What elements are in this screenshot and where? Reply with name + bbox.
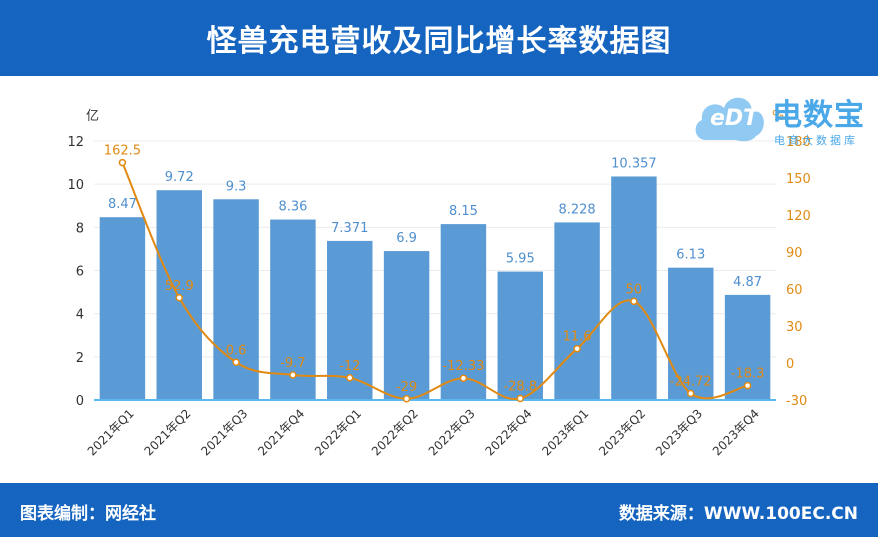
- x-tick-label: 2022年Q2: [369, 406, 421, 458]
- y2-tick-label: 0: [786, 357, 794, 372]
- line-point: [402, 395, 411, 403]
- line-point: [289, 371, 297, 379]
- logo-main-text: 电数宝: [772, 98, 865, 133]
- y-tick-label: 4: [76, 308, 84, 323]
- y-tick-label: 12: [67, 135, 84, 150]
- logo-sub-text: 电商大数据库: [774, 134, 858, 147]
- y-tick-label: 10: [67, 178, 84, 193]
- line-value-label: -12.33: [442, 359, 484, 374]
- line-value-label: -28.8: [503, 380, 537, 395]
- y-tick-label: 8: [76, 221, 84, 236]
- chart-title: 怪兽充电营收及同比增长率数据图: [206, 24, 672, 59]
- line-value-label: -9.7: [280, 356, 305, 371]
- line-value-label: 0.6: [226, 343, 247, 358]
- bar-value-label: 4.87: [733, 275, 762, 290]
- chart-header: 怪兽充电营收及同比增长率数据图: [0, 0, 878, 76]
- y2-tick-label: 180: [786, 135, 811, 150]
- bar: [554, 222, 600, 400]
- line-point: [687, 389, 695, 398]
- y2-tick-label: 60: [786, 283, 803, 298]
- bar-value-label: 8.228: [558, 202, 595, 217]
- x-tick-label: 2021年Q2: [142, 406, 194, 458]
- bar: [270, 219, 316, 400]
- bar: [668, 267, 714, 400]
- x-tick-label: 2022年Q3: [426, 406, 478, 458]
- logo-badge: eDT: [710, 106, 759, 131]
- y-tick-label: 0: [76, 394, 84, 409]
- line-value-label: -18.3: [731, 367, 765, 382]
- y2-tick-label: 150: [786, 172, 811, 187]
- edt-logo: eDT 电数宝 电商大数据库: [692, 82, 872, 154]
- line-point: [459, 374, 468, 382]
- line-point: [743, 381, 752, 390]
- bar-value-label: 7.371: [331, 221, 368, 236]
- bar: [99, 217, 146, 400]
- footer-source: 数据来源：WWW.100EC.CN: [618, 504, 858, 524]
- bar-value-label: 8.47: [108, 197, 137, 212]
- x-tick-label: 2021年Q4: [255, 406, 307, 458]
- y2-tick-label: 90: [786, 246, 803, 261]
- bar: [213, 199, 259, 400]
- bar-value-label: 9.3: [226, 179, 247, 194]
- line-point: [516, 394, 524, 403]
- bar-value-label: 6.9: [396, 231, 417, 246]
- bar: [611, 176, 657, 400]
- y2-tick-label: 30: [786, 320, 803, 335]
- x-tick-label: 2022年Q4: [483, 406, 535, 458]
- line-value-label: 11.6: [563, 330, 592, 345]
- chart-footer: 图表编制：网经社 数据来源：WWW.100EC.CN: [0, 483, 878, 537]
- y2-tick-label: -30: [786, 394, 807, 409]
- footer-compiler: 图表编制：网经社: [20, 504, 156, 524]
- cloud-icon: [695, 97, 764, 142]
- y2-axis-label: %: [772, 109, 784, 124]
- bar: [327, 240, 373, 400]
- bar-value-label: 6.13: [676, 248, 705, 263]
- y-axis-label: 亿: [86, 109, 99, 124]
- line-point: [346, 374, 354, 382]
- bar: [497, 271, 543, 400]
- x-tick-label: 2022年Q1: [312, 406, 364, 458]
- line-value-label: -24.72: [670, 374, 712, 389]
- line-value-label: 162.5: [104, 144, 141, 159]
- combo-chart: 0 2 4 6 8 10 12 -30 0 30 60 90 120 150 180 亿 % 8.47 9.72 9.…: [67, 109, 811, 459]
- line-point: [175, 294, 183, 302]
- x-tick-label: 2023年Q1: [539, 406, 591, 458]
- line-point: [630, 297, 638, 306]
- line-value-label: -29: [396, 380, 417, 395]
- x-tick-label: 2023年Q3: [653, 406, 705, 458]
- bar-value-label: 8.15: [449, 204, 478, 219]
- line-point: [573, 344, 581, 353]
- bar-value-label: 5.95: [506, 252, 535, 267]
- y-tick-label: 6: [76, 265, 84, 280]
- x-tick-label: 2023年Q2: [596, 406, 648, 458]
- bar-value-label: 9.72: [165, 170, 194, 185]
- bar-value-label: 10.357: [611, 156, 657, 171]
- bar: [383, 251, 430, 400]
- y-tick-label: 2: [76, 351, 84, 366]
- bar-value-label: 8.36: [278, 200, 307, 215]
- growth-rate-line: [121, 162, 748, 401]
- line-point: [118, 158, 127, 167]
- line-value-label: 50: [626, 282, 643, 297]
- line-point: [232, 358, 240, 367]
- x-tick-label: 2021年Q1: [85, 406, 137, 458]
- line-value-label: -12: [339, 359, 360, 374]
- line-value-label: 52.9: [165, 279, 194, 294]
- bar: [440, 224, 487, 400]
- x-tick-label: 2023年Q4: [710, 406, 762, 458]
- x-tick-label: 2021年Q3: [198, 406, 250, 458]
- y2-tick-label: 120: [786, 209, 811, 224]
